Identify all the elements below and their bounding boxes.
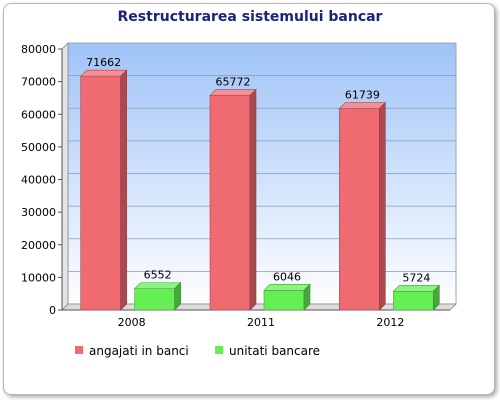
y-tick-label: 0 [49, 304, 56, 317]
bar-side [249, 88, 257, 311]
bar-top [263, 283, 311, 291]
data-label: 65772 [216, 75, 251, 88]
bar-top [133, 282, 182, 289]
y-tick-label: 50000 [21, 141, 56, 154]
bar-top [392, 285, 441, 292]
bar-side [120, 69, 127, 311]
bar-front [263, 289, 305, 311]
y-tick-label: 20000 [21, 239, 56, 252]
plot-side-wall [61, 42, 69, 311]
data-label: 61739 [345, 89, 380, 102]
data-label: 6552 [144, 269, 172, 282]
legend-label: angajati in banci [89, 344, 189, 358]
bar-top [209, 89, 257, 96]
bar-front [209, 95, 251, 311]
bar-front [393, 291, 434, 311]
legend-label: unitati bancare [229, 344, 320, 358]
legend-item: unitati bancare [215, 344, 320, 358]
bar-2008-angajati [79, 69, 128, 311]
legend-item: angajati in banci [75, 344, 189, 358]
x-tick-label: 2011 [247, 316, 275, 329]
y-tick-label: 60000 [21, 108, 56, 121]
x-tick-label: 2012 [376, 316, 404, 329]
y-tick-label: 10000 [21, 271, 56, 284]
bar-side [174, 281, 181, 311]
bar-front [80, 75, 121, 311]
bar-front [339, 108, 380, 311]
data-label: 5724 [402, 271, 430, 284]
bar-2008-unitati [133, 281, 182, 311]
bar-top [338, 102, 387, 109]
y-tick-label: 40000 [21, 174, 56, 187]
bar-2012-angajati [338, 101, 387, 311]
legend-swatch [215, 346, 223, 354]
bar-top [79, 69, 128, 77]
bar-2011-angajati [209, 88, 257, 311]
data-label: 71662 [86, 56, 121, 69]
y-tick-label: 80000 [21, 43, 56, 56]
y-tick-label: 30000 [21, 206, 56, 219]
data-label: 6046 [273, 270, 301, 283]
legend-swatch [75, 346, 83, 354]
x-tick-label: 2008 [118, 316, 146, 329]
bar-2012-unitati [392, 284, 441, 311]
plot-area: 0 10000 20000 30000 40000 50000 60000 70000 8000… [21, 42, 457, 329]
legend: angajati in banci unitati bancare [75, 344, 320, 358]
bar-front [134, 288, 175, 311]
bar-side [303, 283, 311, 311]
bar-side [433, 284, 440, 311]
chart-title: Restructurarea sistemului bancar [118, 9, 383, 25]
bar-2011-unitati [263, 283, 311, 311]
y-tick-label: 70000 [21, 76, 56, 89]
bar-side [379, 101, 386, 311]
